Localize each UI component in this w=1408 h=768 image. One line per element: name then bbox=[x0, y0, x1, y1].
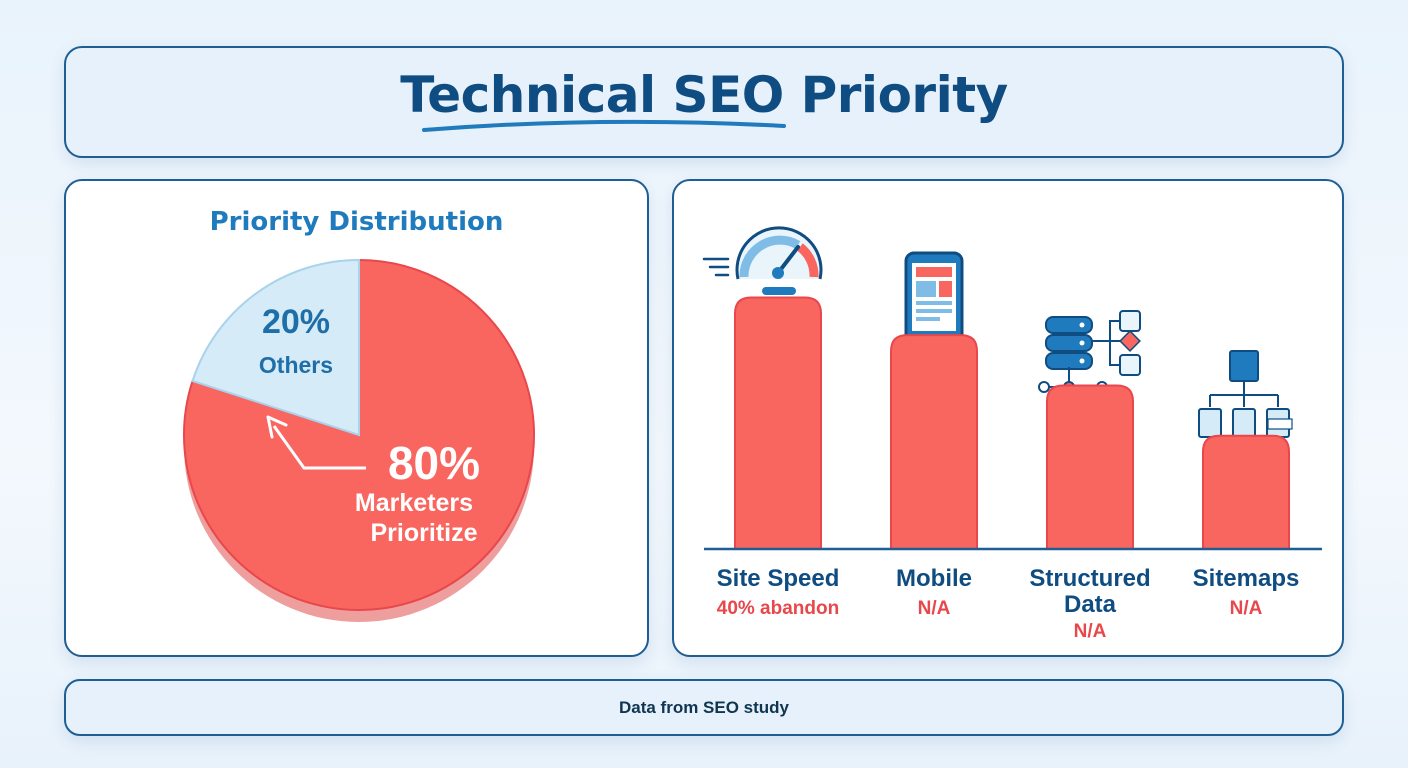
bar-chart bbox=[702, 226, 1322, 551]
footer-source-text: Data from SEO study bbox=[618, 698, 790, 717]
footer-card: Data from SEO study bbox=[64, 679, 1344, 736]
pie-chart-title: Priority Distribution bbox=[209, 207, 504, 237]
bar-site-speed bbox=[734, 296, 822, 550]
pie-label-main-line2: Prioritize bbox=[371, 519, 478, 547]
pie-chart-card: Priority Distribution 20% Others 80% Market… bbox=[64, 179, 649, 657]
title-underline bbox=[422, 119, 786, 132]
pie-label-main-line1: Marketers bbox=[355, 489, 473, 517]
bar-note-label: N/A bbox=[1229, 598, 1263, 619]
pie-arrow bbox=[272, 425, 366, 470]
bar-chart-card: Site Speed 40% abandon Mobile N/A Structured… bbox=[672, 179, 1344, 657]
page-title: Technical SEO Priority bbox=[400, 66, 1008, 124]
smartphone-icon bbox=[904, 251, 964, 351]
bar-category-label: Sitemaps bbox=[1192, 565, 1300, 592]
bar-sitemaps bbox=[1202, 434, 1290, 550]
sitemap-icon bbox=[1198, 350, 1293, 438]
bar-category-label: Site Speed bbox=[716, 565, 840, 592]
bar-structured-data bbox=[1046, 384, 1134, 550]
pie-label-others-name: Others bbox=[259, 352, 333, 378]
pie-slice bbox=[191, 258, 360, 437]
database-network-icon bbox=[1038, 310, 1141, 393]
bar-note-label: N/A bbox=[917, 598, 951, 619]
bar-mobile bbox=[890, 334, 978, 550]
bar-note-label: N/A bbox=[1073, 621, 1107, 642]
bar-category-label: Structured Data bbox=[1029, 565, 1151, 618]
title-card bbox=[64, 46, 1344, 158]
pie-label-main-percent: 80% bbox=[388, 437, 480, 489]
pie-label-others-percent: 20% bbox=[262, 303, 330, 341]
bar-note-label: 40% abandon bbox=[716, 598, 840, 619]
speedometer-icon bbox=[702, 226, 823, 295]
pie-arrow-head bbox=[266, 415, 288, 439]
bar-category-label: Mobile bbox=[896, 565, 972, 592]
